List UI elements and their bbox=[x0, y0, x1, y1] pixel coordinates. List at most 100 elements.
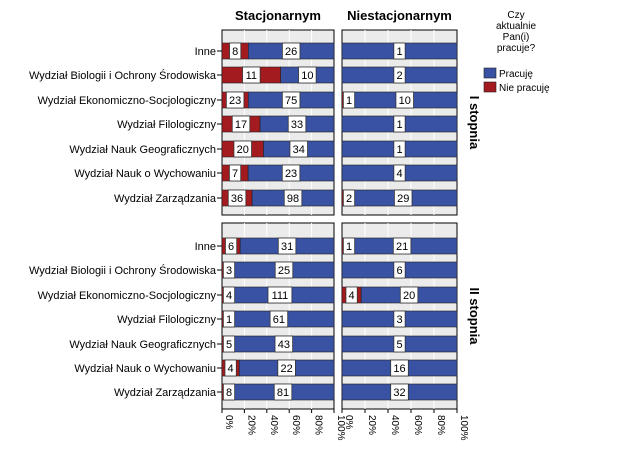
category-label: Wydział Filologiczny bbox=[117, 119, 216, 131]
x-axis: 0% 20% 40% 60% 80% 100%0% 20% 40% 60% 80% 100% bbox=[221, 409, 469, 441]
data-label-nie-pracuje-box bbox=[222, 335, 236, 353]
data-label-nie-pracuje: 6 bbox=[228, 241, 234, 253]
category-label: Wydział Nauk Geograficznych bbox=[69, 144, 216, 156]
data-label-pracuje-box bbox=[399, 286, 419, 304]
data-label-pracuje: 23 bbox=[285, 168, 297, 180]
legend: Czy aktualnie Pan(i) pracuje? Pracuję Nie pra… bbox=[483, 10, 550, 94]
data-label-pracuje: 1 bbox=[396, 119, 402, 131]
data-label-pracuje-box bbox=[273, 383, 293, 401]
data-label-pracuje-box bbox=[274, 261, 294, 279]
category-label: Inne bbox=[195, 241, 216, 253]
row-strips: I stopnia II stopnia bbox=[467, 96, 482, 346]
x-tick-label: 40% bbox=[389, 415, 400, 435]
legend-label: Nie pracuję bbox=[499, 83, 550, 94]
data-label-nie-pracuje-box bbox=[345, 286, 358, 304]
x-tick-label: 80% bbox=[313, 415, 324, 435]
data-label-pracuje-box bbox=[393, 261, 406, 279]
data-label-pracuje: 98 bbox=[287, 193, 299, 205]
data-label-pracuje: 10 bbox=[399, 95, 411, 107]
data-label-nie-pracuje: 11 bbox=[246, 70, 257, 82]
data-label-pracuje: 5 bbox=[396, 339, 402, 351]
data-label-nie-pracuje: 1 bbox=[346, 241, 352, 253]
data-label-nie-pracuje: 4 bbox=[228, 363, 234, 375]
data-label-nie-pracuje: 8 bbox=[226, 387, 232, 399]
data-label-nie-pracuje-box bbox=[222, 261, 236, 279]
data-label-pracuje-box bbox=[392, 237, 412, 255]
category-label: Wydział Nauk o Wychowaniu bbox=[74, 168, 216, 180]
data-label-nie-pracuje-box bbox=[225, 91, 245, 109]
column-header-0: Stacjonarnym bbox=[235, 8, 321, 23]
data-label-pracuje: 81 bbox=[277, 387, 289, 399]
data-label-pracuje: 22 bbox=[280, 363, 292, 375]
data-label-pracuje: 20 bbox=[403, 290, 415, 302]
data-label-pracuje: 33 bbox=[291, 119, 303, 131]
data-label-pracuje-box bbox=[395, 91, 414, 109]
data-label-pracuje: 43 bbox=[278, 339, 290, 351]
x-tick-label: 100% bbox=[458, 415, 469, 441]
data-label-nie-pracuje: 4 bbox=[226, 290, 232, 302]
data-label-nie-pracuje-box bbox=[342, 237, 356, 255]
data-label-nie-pracuje-box bbox=[229, 164, 242, 182]
category-label: Wydział Biologii i Ochrony Środowiska bbox=[29, 264, 217, 277]
data-label-pracuje: 1 bbox=[396, 144, 402, 156]
data-label-pracuje-box bbox=[393, 66, 406, 84]
data-label-pracuje-box bbox=[281, 91, 301, 109]
data-label-pracuje: 21 bbox=[396, 241, 408, 253]
data-label-nie-pracuje: 5 bbox=[226, 339, 232, 351]
data-label-nie-pracuje-box bbox=[222, 310, 236, 328]
category-label: Wydział Filologiczny bbox=[117, 314, 216, 326]
category-label: Wydział Ekonomiczno-Socjologiczny bbox=[38, 290, 217, 302]
data-label-nie-pracuje-box bbox=[229, 42, 242, 60]
legend-label: Pracuję bbox=[499, 69, 533, 80]
legend-swatch bbox=[483, 81, 497, 93]
data-label-nie-pracuje-box bbox=[227, 189, 247, 207]
data-label-pracuje-box bbox=[283, 189, 303, 207]
data-label-nie-pracuje: 3 bbox=[226, 265, 232, 277]
data-label-pracuje: 61 bbox=[273, 314, 285, 326]
data-label-pracuje-box bbox=[393, 335, 406, 353]
data-label-pracuje-box bbox=[390, 359, 409, 377]
x-tick-label: 60% bbox=[290, 415, 301, 435]
data-label-pracuje: 2 bbox=[396, 70, 402, 82]
legend-title: Czy aktualnie Pan(i) pracuje? bbox=[496, 10, 536, 54]
data-label-nie-pracuje-box bbox=[225, 237, 238, 255]
data-label-nie-pracuje-box bbox=[233, 140, 252, 158]
panel-1-1: 1 21 6 4 203 5 16 32 bbox=[341, 222, 458, 410]
data-label-pracuje: 29 bbox=[397, 193, 409, 205]
category-label: Wydział Nauk o Wychowaniu bbox=[74, 363, 216, 375]
x-tick-label: 0% bbox=[343, 415, 354, 430]
data-label-nie-pracuje-box bbox=[342, 189, 356, 207]
data-label-pracuje: 25 bbox=[278, 265, 290, 277]
data-label-pracuje-box bbox=[393, 140, 406, 158]
data-label-pracuje-box bbox=[394, 189, 413, 207]
legend-swatch bbox=[483, 67, 497, 79]
data-label-pracuje: 111 bbox=[272, 290, 289, 302]
data-label-pracuje: 32 bbox=[393, 387, 405, 399]
category-label: Inne bbox=[195, 46, 216, 58]
data-label-pracuje: 26 bbox=[285, 46, 297, 58]
data-label-nie-pracuje-box bbox=[231, 115, 251, 133]
data-label-nie-pracuje-box bbox=[222, 383, 236, 401]
data-label-pracuje-box bbox=[393, 164, 406, 182]
category-label: Wydział Ekonomiczno-Socjologiczny bbox=[38, 95, 217, 107]
data-label-pracuje-box bbox=[289, 140, 308, 158]
data-label-pracuje-box bbox=[287, 115, 307, 133]
data-label-pracuje-box bbox=[393, 115, 406, 133]
x-tick-label: 100% bbox=[335, 415, 346, 441]
data-label-pracuje-box bbox=[277, 237, 297, 255]
data-label-nie-pracuje: 2 bbox=[346, 193, 352, 205]
data-label-pracuje-box bbox=[277, 359, 296, 377]
data-label-pracuje: 1 bbox=[396, 46, 402, 58]
data-label-nie-pracuje-box bbox=[222, 286, 236, 304]
data-label-pracuje: 31 bbox=[281, 241, 293, 253]
column-headers: Stacjonarnym Niestacjonarnym bbox=[235, 8, 452, 23]
panel-0-1: 1 2 1 10 1 1 4 2 29 bbox=[341, 29, 458, 216]
data-label-pracuje-box bbox=[281, 164, 301, 182]
category-labels: Inne Wydział Biologii i Ochrony Środowisk… bbox=[29, 46, 222, 399]
data-label-pracuje: 16 bbox=[393, 363, 405, 375]
data-label-pracuje: 6 bbox=[396, 265, 402, 277]
data-label-nie-pracuje: 36 bbox=[231, 193, 243, 205]
